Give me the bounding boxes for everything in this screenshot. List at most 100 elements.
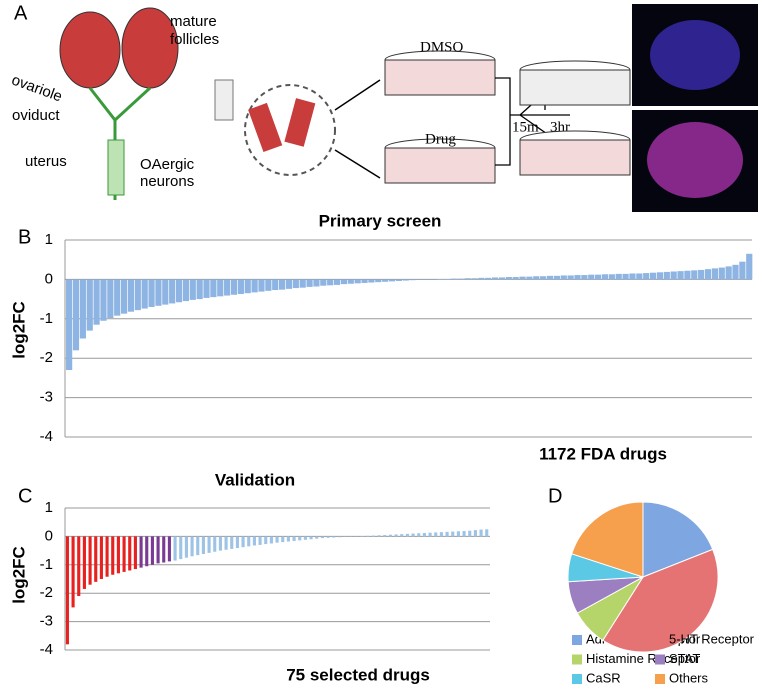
bar bbox=[320, 279, 327, 286]
legend-label: CaSR bbox=[586, 670, 621, 685]
bar bbox=[298, 536, 302, 541]
y-tick-label: -4 bbox=[40, 428, 53, 445]
bar bbox=[505, 277, 512, 280]
bar bbox=[615, 273, 622, 280]
panel-letter: A bbox=[14, 2, 28, 24]
bar bbox=[122, 536, 126, 572]
micrograph-cells bbox=[650, 20, 740, 90]
chart-title: Primary screen bbox=[319, 211, 442, 230]
bar bbox=[445, 531, 449, 537]
bar bbox=[162, 279, 169, 305]
bar bbox=[478, 277, 485, 280]
bar bbox=[725, 266, 732, 280]
bar bbox=[422, 532, 426, 537]
x-axis-label: 1172 FDA drugs bbox=[539, 444, 667, 463]
bar bbox=[281, 536, 285, 543]
bar bbox=[417, 533, 421, 537]
dish bbox=[384, 59, 496, 96]
bar bbox=[375, 279, 382, 283]
bar bbox=[428, 532, 432, 537]
label: oviduct bbox=[12, 107, 60, 124]
label: mature bbox=[170, 13, 217, 30]
bar bbox=[423, 279, 430, 280]
bar bbox=[439, 532, 443, 537]
bar bbox=[224, 279, 231, 296]
bar bbox=[479, 529, 483, 537]
y-tick-label: 0 bbox=[45, 527, 53, 544]
bar bbox=[437, 279, 444, 280]
legend-swatch bbox=[572, 635, 582, 645]
legend-swatch bbox=[655, 635, 665, 645]
bar bbox=[309, 536, 313, 540]
label: Drug bbox=[425, 131, 456, 147]
bar bbox=[306, 279, 313, 287]
bar bbox=[608, 274, 615, 280]
bar bbox=[279, 279, 286, 290]
bar bbox=[643, 273, 650, 280]
bar bbox=[450, 278, 457, 280]
bar bbox=[656, 272, 664, 280]
legend-swatch bbox=[572, 674, 582, 684]
y-tick-label: -3 bbox=[40, 613, 53, 630]
bar bbox=[485, 277, 492, 280]
bar bbox=[746, 253, 753, 280]
bar bbox=[670, 271, 677, 280]
bar bbox=[574, 275, 581, 280]
bar bbox=[313, 279, 320, 287]
uterus bbox=[107, 139, 125, 196]
legend-label: Histamine Receptor bbox=[586, 651, 701, 666]
bar bbox=[189, 279, 196, 300]
bar bbox=[230, 279, 238, 295]
bar bbox=[94, 536, 98, 582]
y-tick-label: -3 bbox=[40, 389, 53, 406]
x-axis-label: 75 selected drugs bbox=[286, 665, 430, 684]
bar bbox=[218, 536, 222, 551]
bar bbox=[247, 536, 251, 547]
bar bbox=[105, 536, 109, 577]
bar bbox=[116, 536, 120, 574]
bar bbox=[72, 279, 80, 351]
bar bbox=[111, 536, 115, 575]
bar bbox=[133, 536, 137, 570]
bar bbox=[388, 534, 392, 537]
bar bbox=[230, 536, 234, 549]
bar bbox=[175, 279, 183, 303]
bar bbox=[258, 536, 262, 545]
bar bbox=[405, 533, 409, 537]
bar bbox=[173, 536, 177, 561]
bar bbox=[196, 536, 200, 556]
bar bbox=[457, 278, 464, 280]
bar bbox=[388, 279, 396, 282]
bar bbox=[519, 276, 526, 280]
bar bbox=[337, 536, 341, 538]
bar bbox=[533, 276, 540, 280]
bar bbox=[241, 536, 245, 548]
bar bbox=[395, 279, 402, 281]
bar bbox=[498, 277, 506, 280]
bar bbox=[732, 264, 739, 280]
bar bbox=[237, 279, 244, 294]
bar bbox=[464, 278, 471, 280]
bar bbox=[272, 279, 279, 291]
bar bbox=[739, 261, 746, 280]
bar bbox=[366, 535, 370, 537]
bar bbox=[320, 536, 324, 539]
bar bbox=[512, 277, 519, 280]
y-tick-label: -1 bbox=[40, 556, 53, 573]
dish bbox=[519, 69, 631, 106]
bar bbox=[134, 279, 141, 311]
y-axis-label: log2FC bbox=[9, 546, 28, 604]
bar bbox=[275, 536, 279, 543]
y-tick-label: -4 bbox=[40, 641, 53, 658]
label: 15m bbox=[512, 119, 539, 135]
bar bbox=[100, 279, 107, 321]
bar bbox=[299, 279, 306, 288]
bar bbox=[93, 279, 100, 325]
bar bbox=[210, 279, 217, 298]
bar bbox=[636, 273, 643, 280]
bar bbox=[303, 536, 307, 540]
bar bbox=[443, 279, 451, 280]
bar bbox=[167, 536, 171, 562]
dish bbox=[384, 147, 496, 184]
follicle bbox=[284, 98, 316, 147]
